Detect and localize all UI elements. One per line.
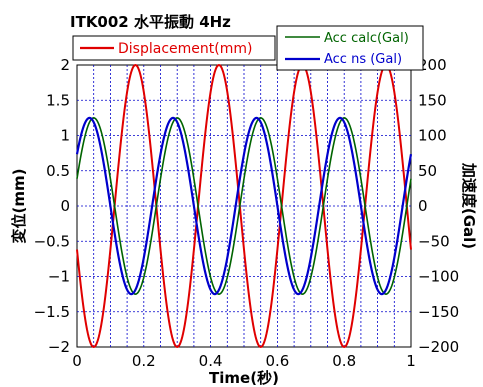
x-tick-label: 0.8 [332, 352, 356, 370]
y-left-tick-label: 0.5 [46, 162, 70, 180]
y-right-tick-label: 150 [418, 91, 447, 109]
legend-label-displacement: Displacement(mm) [118, 41, 252, 57]
legend-box-displacement: Displacement(mm) [72, 35, 276, 61]
y-left-tick-label: 1 [60, 127, 70, 145]
chart-title: ITK002 水平振動 4Hz [70, 13, 231, 31]
x-axis-title: Time(秒) [209, 369, 279, 387]
y-right-axis-title: 加速度(Gal) [460, 162, 478, 249]
ticks-layer: 0 0.2 0.4 0.6 0.8 1 2 1.5 1 0.5 0 −0.5 −1 −1.5 −2 200 15… [34, 56, 460, 370]
y-left-tick-label: 1.5 [46, 91, 70, 109]
y-left-tick-label: 0 [60, 197, 70, 215]
y-left-tick-label: 2 [60, 56, 70, 74]
series-layer [75, 63, 413, 349]
y-left-tick-label: −1 [48, 268, 70, 286]
y-right-tick-label: −100 [418, 268, 459, 286]
x-tick-label: 0.6 [265, 352, 289, 370]
legend-box-acc: Acc calc(Gal) Acc ns (Gal) [276, 25, 424, 71]
legend-frame-2 [276, 25, 424, 71]
x-tick-label: 0.2 [132, 352, 156, 370]
series-line-acc-ns-gal [75, 116, 413, 296]
y-left-tick-label: −2 [48, 338, 70, 356]
y-left-axis-title: 変位(mm) [10, 169, 28, 244]
y-right-tick-label: −50 [418, 232, 450, 250]
y-right-tick-label: 100 [418, 127, 447, 145]
y-right-tick-label: 0 [418, 197, 428, 215]
series-line-displacement-mm [76, 63, 412, 349]
legend-label-acc-calc: Acc calc(Gal) [324, 31, 409, 46]
y-right-tick-label: 200 [418, 56, 447, 74]
y-right-tick-label: −150 [418, 303, 459, 321]
y-right-tick-label: 50 [418, 162, 437, 180]
x-tick-label: 0 [72, 352, 82, 370]
x-tick-label: 0.4 [199, 352, 223, 370]
y-left-tick-label: −0.5 [34, 232, 70, 250]
x-tick-label: 1 [406, 352, 416, 370]
y-right-tick-label: −200 [418, 338, 459, 356]
y-left-tick-label: −1.5 [34, 303, 70, 321]
legend-label-acc-ns: Acc ns (Gal) [324, 52, 402, 67]
